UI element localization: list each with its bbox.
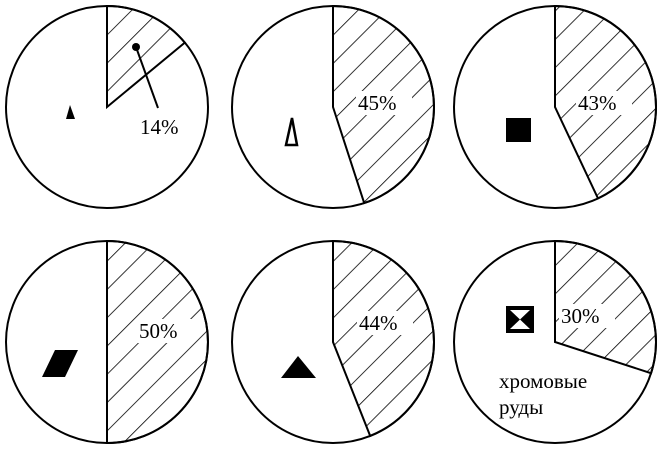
pie-5-slice: [332, 239, 435, 438]
pie-3: 43%: [453, 4, 657, 209]
pie-1: 14%: [5, 4, 209, 209]
filled-triangle-icon: [281, 356, 316, 378]
pie-6-caption-line-2: руды: [499, 395, 543, 419]
filled-square-icon: [506, 118, 531, 142]
hourglass-square-icon: [506, 306, 534, 333]
small-filled-triangle-icon: [66, 105, 75, 119]
pie-2: 45%: [231, 4, 435, 209]
outline-triangle-icon: [284, 117, 299, 147]
pie-1-leader-dot: [132, 43, 140, 51]
pie-6: 30% хромовые руды: [453, 239, 657, 444]
pie-4: 50%: [5, 239, 209, 445]
pie-3-percent-label: 43%: [578, 91, 617, 115]
pie-2-percent-label: 45%: [358, 91, 397, 115]
pie-1-slice: [106, 4, 187, 110]
pie-1-percent-label: 14%: [140, 115, 179, 139]
pie-4-percent-label: 50%: [139, 319, 178, 343]
pie-6-percent-label: 30%: [561, 304, 600, 328]
pie-5: 44%: [231, 239, 435, 444]
pie-1-leader-line: [135, 46, 159, 109]
filled-parallelogram-icon: [42, 350, 78, 377]
pie-5-percent-label: 44%: [359, 311, 398, 335]
pie-6-caption-line-1: хромовые: [499, 369, 587, 393]
